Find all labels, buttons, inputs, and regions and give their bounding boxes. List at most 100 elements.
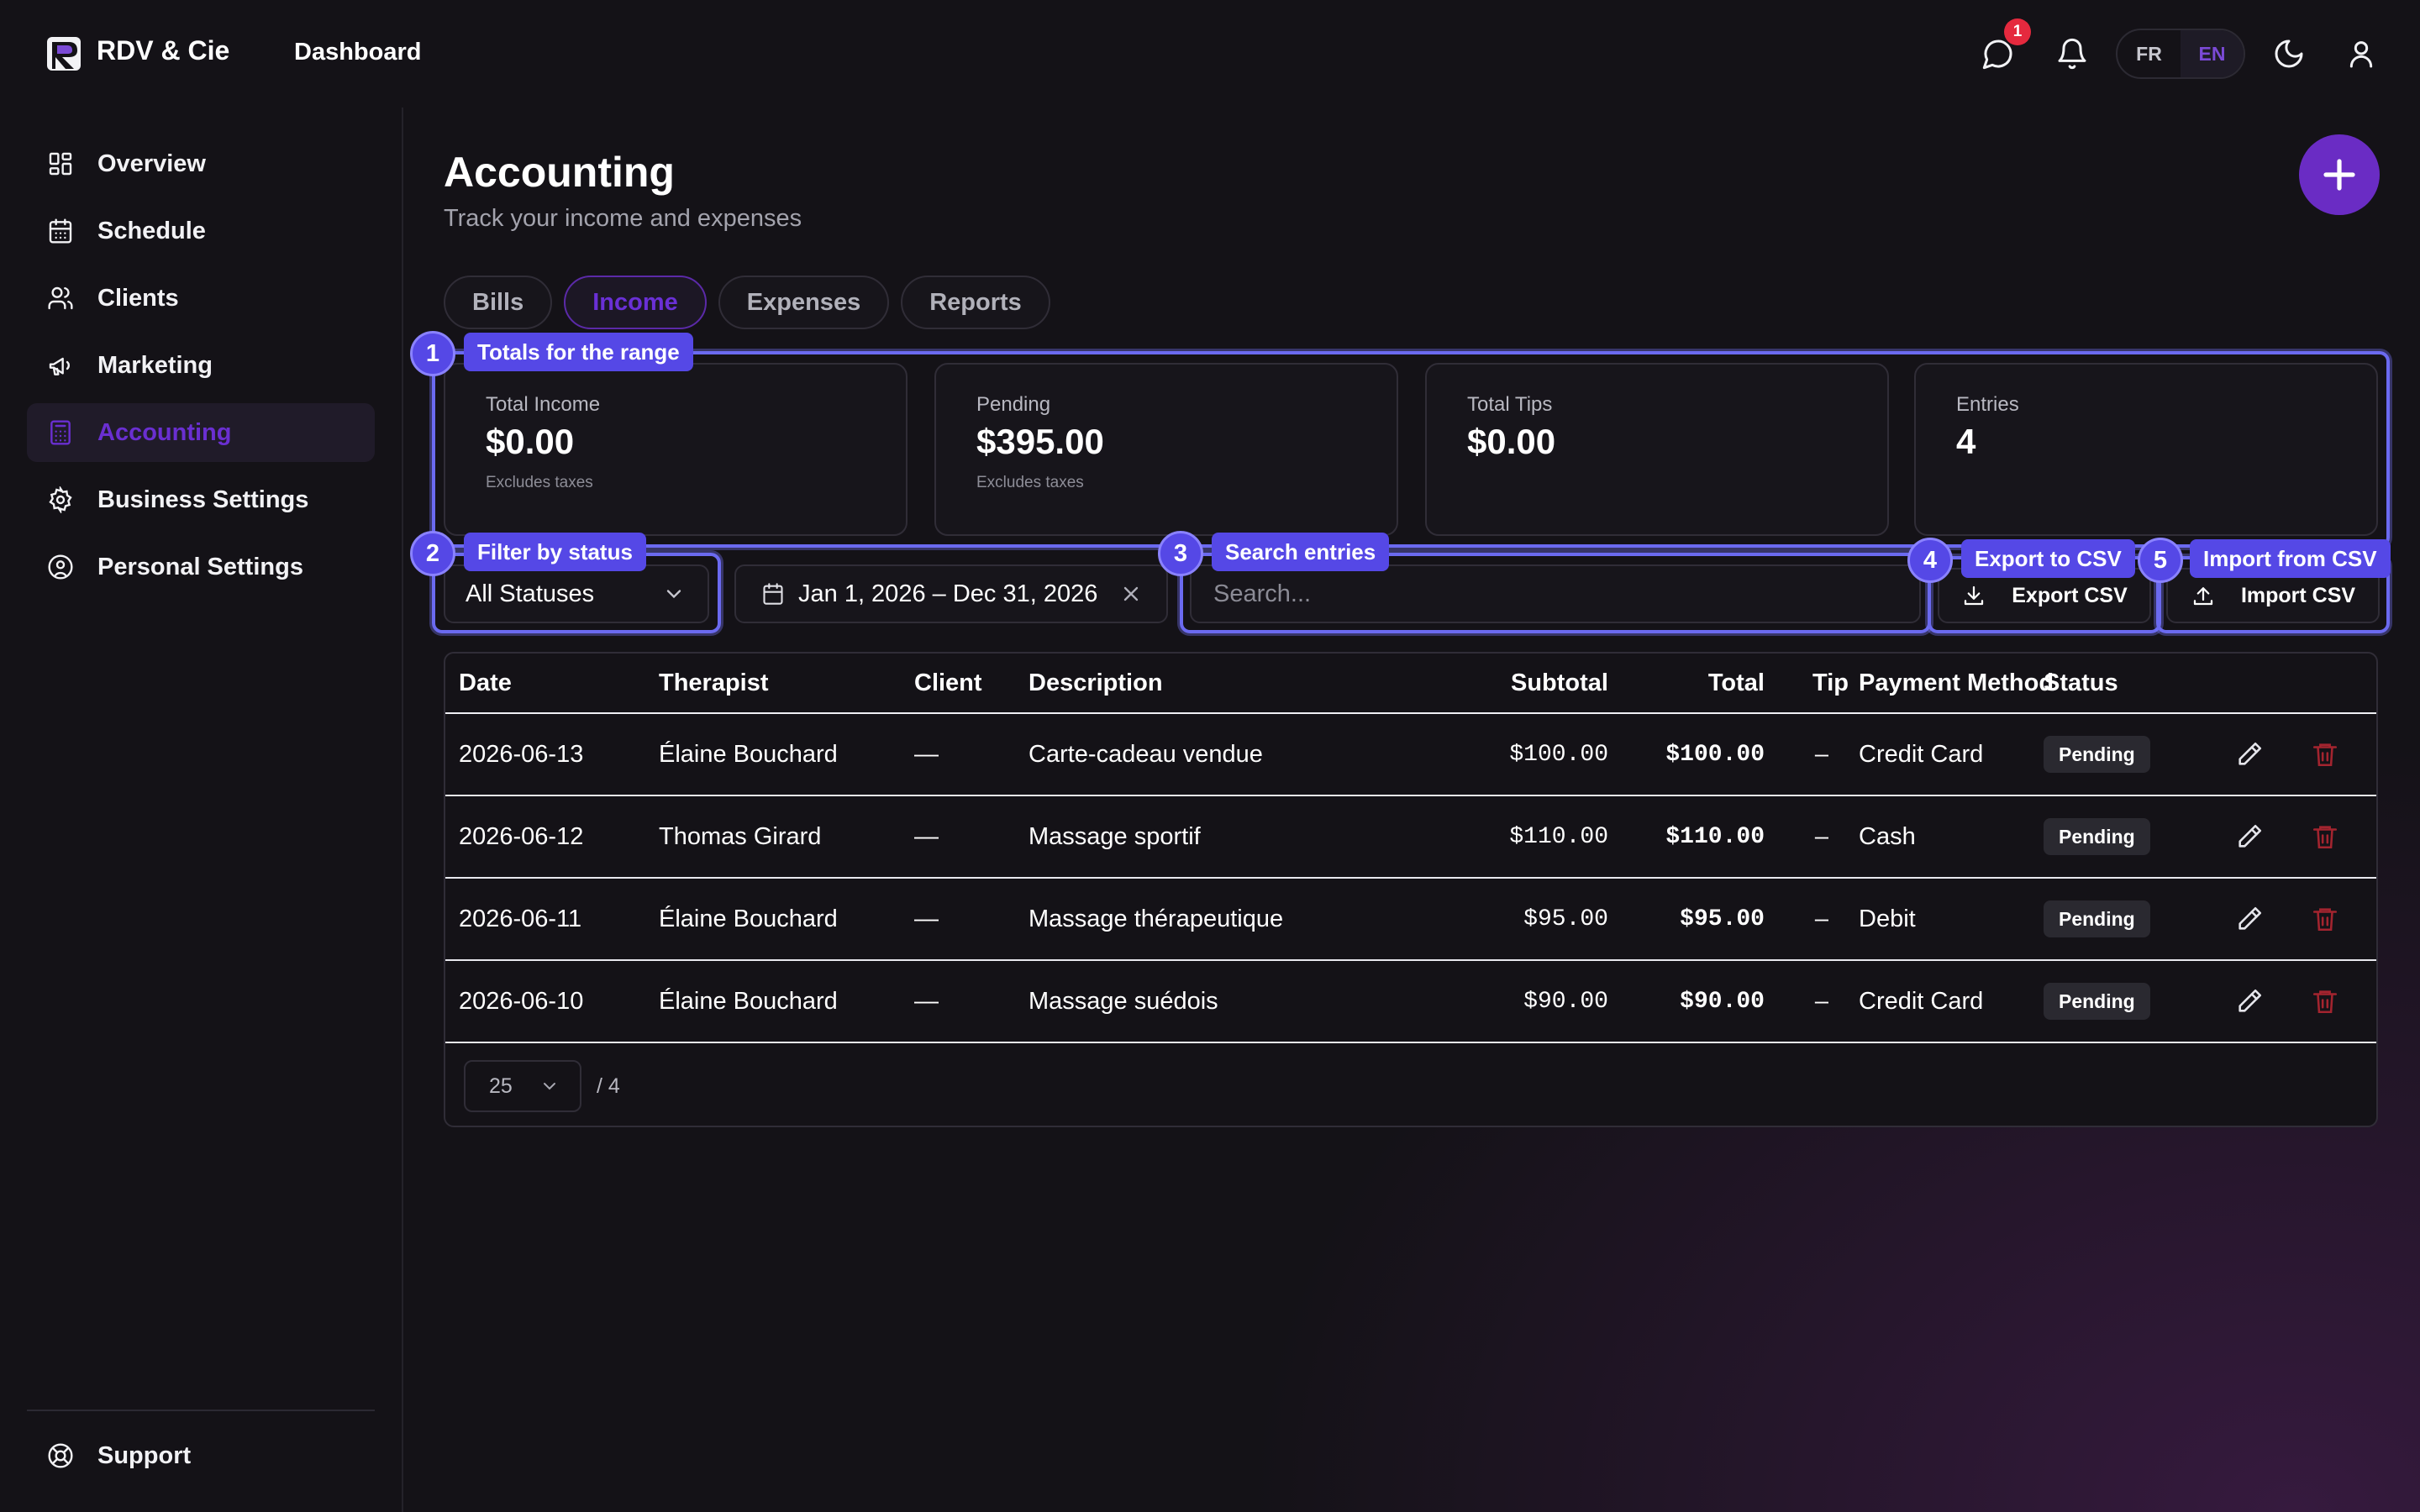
- cell-total: $110.00: [1665, 823, 1765, 850]
- table-row[interactable]: 2026-06-13 Élaine Bouchard — Carte-cadea…: [445, 714, 2376, 796]
- sidebar-item-label: Clients: [97, 284, 179, 312]
- tab-income[interactable]: Income: [564, 276, 707, 329]
- sidebar-item-label: Marketing: [97, 351, 213, 379]
- sidebar-item-accounting[interactable]: Accounting: [27, 403, 375, 462]
- cell-description: Massage sportif: [1028, 822, 1201, 850]
- callout-label: Export to CSV: [1961, 539, 2135, 578]
- theme-toggle-button[interactable]: [2272, 37, 2306, 71]
- sidebar-item-marketing[interactable]: Marketing: [27, 336, 375, 395]
- income-table: Date Therapist Client Description Subtot…: [444, 652, 2378, 1127]
- brand-name[interactable]: RDV & Cie: [97, 35, 230, 66]
- moon-icon: [2275, 39, 2303, 68]
- pencil-icon: [2238, 742, 2262, 765]
- grid-icon: [49, 152, 72, 176]
- sidebar-item-label: Overview: [97, 150, 206, 177]
- cell-tip: –: [1814, 987, 1828, 1015]
- col-header-description[interactable]: Description: [1028, 669, 1163, 696]
- sidebar-item-personal-settings[interactable]: Personal Settings: [27, 538, 375, 596]
- edit-entry-button[interactable]: [2235, 879, 2264, 959]
- col-header-therapist[interactable]: Therapist: [659, 669, 769, 696]
- sidebar-item-business-settings[interactable]: Business Settings: [27, 470, 375, 529]
- page-size-select[interactable]: 25: [464, 1060, 581, 1112]
- cell-date: 2026-06-11: [459, 905, 582, 932]
- cell-total: $90.00: [1680, 988, 1765, 1015]
- clear-date-icon[interactable]: [1119, 582, 1143, 606]
- stat-label: Entries: [1956, 393, 2019, 416]
- notifications-button[interactable]: [2055, 37, 2089, 71]
- pencil-icon: [2238, 989, 2262, 1012]
- export-csv-label: Export CSV: [2012, 583, 2128, 607]
- sidebar-item-clients[interactable]: Clients: [27, 269, 375, 328]
- col-header-status[interactable]: Status: [2044, 669, 2118, 696]
- edit-entry-button[interactable]: [2235, 961, 2264, 1042]
- sidebar-item-schedule[interactable]: Schedule: [27, 202, 375, 260]
- status-badge: Pending: [2044, 900, 2150, 937]
- tab-reports[interactable]: Reports: [901, 276, 1050, 329]
- sidebar-item-label: Schedule: [97, 217, 206, 244]
- callout-number: 3: [1158, 531, 1203, 576]
- callout-label: Search entries: [1212, 533, 1390, 571]
- page-title: Accounting: [444, 149, 675, 196]
- delete-entry-button[interactable]: [2311, 714, 2339, 795]
- trash-icon: [2312, 908, 2338, 932]
- cell-tip: –: [1814, 822, 1828, 850]
- delete-entry-button[interactable]: [2311, 796, 2339, 877]
- col-header-payment-method[interactable]: Payment Method: [1859, 669, 2054, 696]
- col-header-subtotal[interactable]: Subtotal: [1511, 669, 1608, 696]
- nav-dashboard-link[interactable]: Dashboard: [294, 39, 422, 66]
- sidebar-item-overview[interactable]: Overview: [27, 134, 375, 193]
- lang-fr-option[interactable]: FR: [2136, 42, 2162, 65]
- pencil-icon: [2238, 906, 2262, 930]
- upload-icon: [2193, 587, 2213, 606]
- table-row[interactable]: 2026-06-11 Élaine Bouchard — Massage thé…: [445, 879, 2376, 961]
- stat-note: Excludes taxes: [486, 474, 593, 491]
- edit-entry-button[interactable]: [2235, 714, 2264, 795]
- sidebar-item-support[interactable]: Support: [27, 1426, 375, 1485]
- chevron-down-icon: [666, 590, 681, 599]
- add-entry-button[interactable]: [2299, 134, 2380, 215]
- status-badge: Pending: [2044, 983, 2150, 1020]
- stat-label: Total Tips: [1467, 393, 1553, 416]
- lang-en-option[interactable]: EN: [2181, 30, 2244, 77]
- stat-card-total-income: Total Income $0.00 Excludes taxes: [444, 363, 908, 536]
- cell-therapist: Élaine Bouchard: [659, 740, 838, 768]
- cell-description: Carte-cadeau vendue: [1028, 740, 1263, 768]
- search-input[interactable]: [1190, 564, 1921, 623]
- stat-value: 4: [1956, 422, 1976, 461]
- cell-client: —: [914, 740, 939, 768]
- messages-button[interactable]: [1981, 37, 2015, 71]
- brand-logo-icon[interactable]: [44, 34, 84, 74]
- users-icon: [48, 286, 73, 310]
- delete-entry-button[interactable]: [2311, 961, 2339, 1042]
- callout-number: 2: [410, 531, 455, 576]
- user-circle-icon: [48, 554, 73, 580]
- status-filter-select[interactable]: All Statuses: [444, 564, 709, 623]
- lifebuoy-icon: [48, 1443, 73, 1468]
- tab-bills[interactable]: Bills: [444, 276, 553, 329]
- cell-tip: –: [1814, 740, 1828, 768]
- callout-label: Filter by status: [464, 533, 646, 571]
- trash-icon: [2312, 826, 2338, 849]
- date-range-picker[interactable]: Jan 1, 2026 – Dec 31, 2026: [734, 564, 1168, 623]
- col-header-total[interactable]: Total: [1707, 669, 1765, 696]
- date-range-value: Jan 1, 2026 – Dec 31, 2026: [798, 580, 1098, 607]
- edit-entry-button[interactable]: [2235, 796, 2264, 877]
- delete-entry-button[interactable]: [2311, 879, 2339, 959]
- stat-card-entries: Entries 4: [1914, 363, 2378, 536]
- profile-button[interactable]: [2344, 37, 2378, 71]
- message-count-badge: 1: [2004, 18, 2031, 45]
- sidebar-item-label: Accounting: [97, 418, 232, 446]
- table-row[interactable]: 2026-06-10 Élaine Bouchard — Massage sué…: [445, 961, 2376, 1043]
- cell-description: Massage thérapeutique: [1028, 905, 1284, 932]
- cell-date: 2026-06-13: [459, 740, 584, 768]
- table-row[interactable]: 2026-06-12 Thomas Girard — Massage sport…: [445, 796, 2376, 879]
- col-header-tip[interactable]: Tip: [1812, 669, 1849, 696]
- chat-bubble-icon: [1982, 39, 2012, 70]
- calendar-icon: [763, 583, 783, 605]
- col-header-date[interactable]: Date: [459, 669, 512, 696]
- tab-expenses[interactable]: Expenses: [718, 276, 890, 329]
- col-header-client[interactable]: Client: [914, 669, 982, 696]
- cell-payment-method: Credit Card: [1859, 987, 1984, 1015]
- cell-tip: –: [1814, 905, 1828, 932]
- stat-value: $0.00: [486, 422, 575, 461]
